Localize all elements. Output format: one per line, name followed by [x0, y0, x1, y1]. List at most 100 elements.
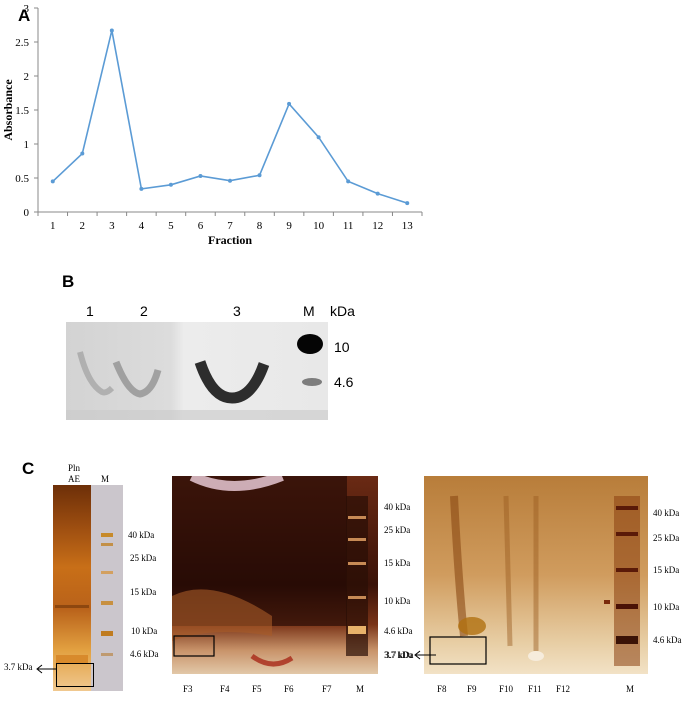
gel3-marker-band — [616, 568, 638, 572]
gel2-lane-f5: F5 — [252, 684, 262, 694]
gel2-marker-label-4-6: 4.6 kDa — [384, 626, 413, 636]
panel-a-letter: A — [18, 6, 31, 25]
absorbance-line-chart: 00.511.522.531 2 3 4 5 6 7 8 9 10 11 12 13FractionAb… — [1, 3, 423, 247]
gel1-arrow-icon — [36, 664, 56, 674]
gel2-marker-label-10: 10 kDa — [384, 596, 411, 606]
gel2-highlight-box — [173, 635, 215, 657]
gel3-lane-f12: F12 — [556, 684, 571, 694]
data-point — [198, 173, 203, 178]
data-point — [80, 151, 85, 156]
y-tick-label: 2 — [24, 71, 30, 83]
y-tick-label: 3 — [24, 3, 30, 15]
gel1-marker-label-4-6: 4.6 kDa — [130, 649, 159, 659]
data-point — [346, 179, 351, 184]
data-point — [375, 191, 380, 196]
gel1-lane-label-line2: AE — [68, 474, 80, 484]
y-tick-label: 1 — [24, 139, 30, 151]
gel3-highlight-box — [429, 636, 487, 665]
data-point — [405, 201, 410, 206]
gel2-marker-band — [348, 626, 366, 634]
x-axis-label: Fraction — [208, 233, 252, 247]
lane2-band — [112, 360, 162, 398]
gel3-marker-band — [616, 636, 638, 644]
gel1-marker-band — [101, 543, 113, 546]
x-tick-label: 5 — [168, 220, 174, 232]
gel3-lane-f10: F10 — [499, 684, 514, 694]
gel2-lane-f4: F4 — [220, 684, 230, 694]
gel1-marker-label-40: 40 kDa — [128, 530, 155, 540]
gel2-lane-f6: F6 — [284, 684, 294, 694]
gel1-marker-band — [101, 571, 113, 574]
gel1-marker-lane — [91, 485, 123, 691]
lane-label-2: 2 — [140, 303, 148, 319]
marker-4-6-band — [302, 378, 322, 386]
gel1-arrow-label: 3.7 kDa — [4, 662, 33, 672]
gel3-marker-band — [616, 532, 638, 536]
x-tick-label: 8 — [257, 220, 263, 232]
panel-b-letter: B — [62, 272, 75, 291]
gel2-marker-label-25: 25 kDa — [384, 525, 411, 535]
y-tick-label: 2.5 — [15, 37, 29, 49]
gel3-arrow-label: 3.7 kDa — [385, 650, 414, 660]
x-tick-label: 4 — [139, 220, 145, 232]
gel3-arrow-icon — [414, 650, 436, 660]
lane3-band — [194, 360, 270, 404]
lane-label-m: M — [303, 303, 315, 319]
marker-4-6-label: 4.6 — [334, 374, 354, 390]
data-point — [109, 28, 114, 33]
gel2-marker-band — [348, 538, 366, 541]
gel-b-image — [66, 322, 328, 420]
gel1-sample-lane — [53, 485, 91, 691]
gel1-marker-band — [101, 653, 113, 656]
y-tick-label: 0 — [24, 207, 30, 219]
gel3-marker-label-25: 25 kDa — [653, 533, 680, 543]
gel1-marker-band — [101, 533, 113, 537]
marker-10-band — [297, 334, 323, 354]
gel3-lane-f11: F11 — [528, 684, 542, 694]
x-tick-label: 7 — [227, 220, 233, 232]
gel2-marker-band — [348, 516, 366, 519]
gel3-marker-band — [616, 604, 638, 609]
gel2-lane-f7: F7 — [322, 684, 332, 694]
y-tick-label: 0.5 — [15, 173, 29, 185]
y-tick-label: 1.5 — [15, 105, 29, 117]
x-tick-label: 1 — [50, 220, 56, 232]
x-tick-label: 3 — [109, 220, 115, 232]
data-point — [228, 178, 232, 183]
data-point — [316, 135, 321, 140]
x-tick-label: 2 — [80, 220, 86, 232]
x-tick-label: 12 — [372, 220, 383, 232]
data-point — [50, 179, 55, 184]
gel3-marker-band — [616, 506, 638, 510]
gel1-marker-label-25: 25 kDa — [130, 553, 157, 563]
data-point — [139, 186, 144, 191]
marker-10-label: 10 — [334, 339, 350, 355]
x-tick-label: 6 — [198, 220, 204, 232]
data-point — [168, 182, 173, 187]
gel1-marker-lane-label: M — [101, 474, 110, 484]
gel2-marker-label-40: 40 kDa — [384, 502, 411, 512]
gel3-marker-label-40: 40 kDa — [653, 508, 680, 518]
panel-a-chart: 00.511.522.531 2 3 4 5 6 7 8 9 10 11 12 13FractionAb… — [1, 3, 423, 247]
panel-c-letter: C — [22, 459, 35, 478]
lane-label-3: 3 — [233, 303, 241, 319]
kda-unit-label: kDa — [330, 303, 355, 319]
gel2-marker-label-3-7: 3.7 kDa — [384, 650, 413, 660]
gel1-lane-label-line1: Pln — [67, 463, 80, 473]
gel3-marker-label-10: 10 kDa — [653, 602, 680, 612]
x-tick-label: 9 — [286, 220, 292, 232]
x-tick-label: 10 — [313, 220, 325, 232]
gel1-lane-label: Pln AE — [63, 463, 85, 485]
gel3-image — [424, 476, 648, 674]
gel3-marker-label-4-6: 4.6 kDa — [653, 635, 682, 645]
gel1-marker-band — [101, 631, 113, 636]
lane-label-1: 1 — [86, 303, 94, 319]
gel2-marker-band — [348, 562, 366, 565]
gel2-lane-m: M — [356, 684, 365, 694]
gel3-lane-f9: F9 — [467, 684, 477, 694]
gel2-marker-label-15: 15 kDa — [384, 558, 411, 568]
gel2-lane-f3: F3 — [183, 684, 193, 694]
gel1-marker-label-15: 15 kDa — [130, 587, 157, 597]
lane1-band — [77, 351, 115, 396]
gel2-marker-band — [348, 596, 366, 599]
